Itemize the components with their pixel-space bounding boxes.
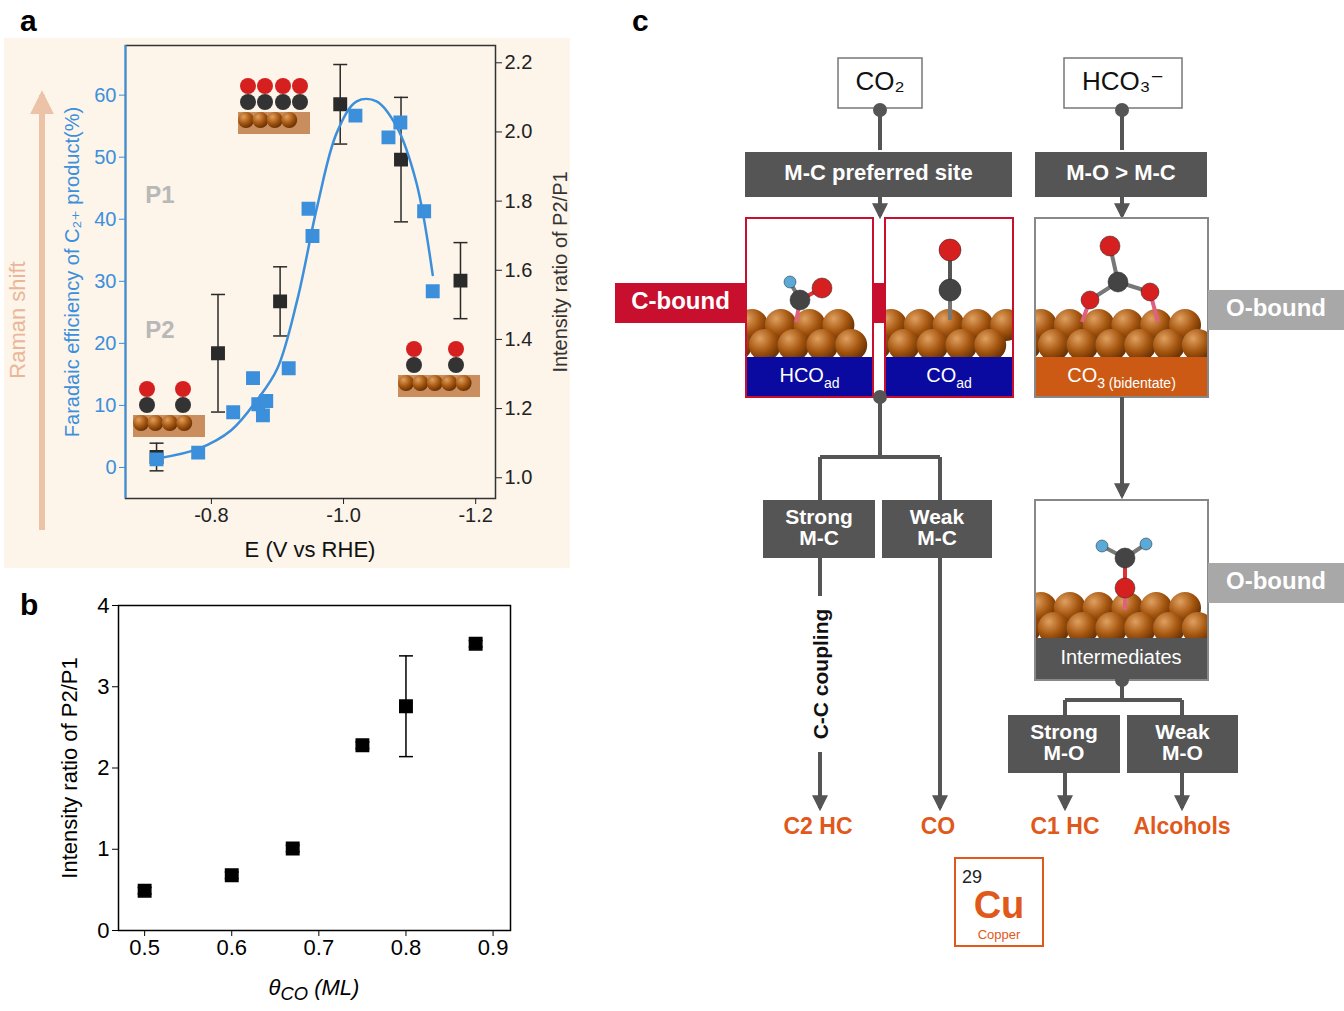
- svg-text:2: 2: [97, 755, 109, 780]
- svg-text:0.9: 0.9: [478, 935, 509, 960]
- svg-text:Intermediates: Intermediates: [1060, 646, 1181, 668]
- svg-text:30: 30: [94, 270, 116, 292]
- svg-text:0: 0: [105, 456, 116, 478]
- svg-text:-1.0: -1.0: [326, 504, 360, 526]
- svg-text:40: 40: [94, 208, 116, 230]
- svg-text:O-bound: O-bound: [1226, 294, 1326, 321]
- html-text:E (V vs RHE): E (V vs RHE): [244, 537, 376, 562]
- svg-text:CO: CO: [921, 813, 956, 839]
- svg-text:CO3 (bidentate): CO3 (bidentate): [1067, 364, 1176, 390]
- svg-text:1.8: 1.8: [505, 190, 533, 212]
- svg-text:0.6: 0.6: [216, 935, 247, 960]
- svg-text:CO₂: CO₂: [855, 66, 904, 96]
- svg-text:2.0: 2.0: [505, 120, 533, 142]
- svg-text:HCOad: HCOad: [779, 364, 839, 390]
- svg-text:HCO₃⁻: HCO₃⁻: [1082, 66, 1164, 96]
- svg-text:Weak: Weak: [1155, 720, 1210, 743]
- html-text:P2: P2: [145, 316, 175, 343]
- svg-text:0.8: 0.8: [391, 935, 422, 960]
- svg-text:Strong: Strong: [1030, 720, 1098, 743]
- svg-text:M-C preferred site: M-C preferred site: [784, 160, 972, 185]
- svg-text:0.5: 0.5: [129, 935, 160, 960]
- html-text:θCO(ML): θCO(ML): [268, 974, 360, 1005]
- svg-text:Cu: Cu: [974, 884, 1025, 926]
- svg-text:C-C coupling: C-C coupling: [809, 609, 832, 740]
- svg-text:2.2: 2.2: [505, 51, 533, 73]
- html-text:b: b: [20, 588, 39, 621]
- html-text:Raman shift: Raman shift: [5, 261, 30, 379]
- svg-text:4: 4: [97, 593, 109, 618]
- svg-text:Copper: Copper: [978, 927, 1021, 942]
- html-text:Faradaic efficiency of C₂₊ pro: Faradaic efficiency of C₂₊ product(%): [61, 106, 83, 438]
- svg-text:1.4: 1.4: [505, 328, 533, 350]
- svg-text:M-O > M-C: M-O > M-C: [1066, 160, 1175, 185]
- svg-text:O-bound: O-bound: [1226, 567, 1326, 594]
- html-text:Intensity ratio of P2/P1: Intensity ratio of P2/P1: [57, 657, 82, 879]
- html-text:c: c: [632, 4, 649, 37]
- svg-text:M-O: M-O: [1162, 741, 1203, 764]
- html-text:P1: P1: [145, 181, 175, 208]
- html-text:Intensity ratio of P2/P1: Intensity ratio of P2/P1: [548, 171, 571, 373]
- svg-text:50: 50: [94, 146, 116, 168]
- svg-text:C1 HC: C1 HC: [1030, 813, 1099, 839]
- html-text:a: a: [20, 4, 37, 37]
- svg-text:Alcohols: Alcohols: [1133, 813, 1230, 839]
- svg-text:M-C: M-C: [799, 526, 839, 549]
- svg-text:1.6: 1.6: [505, 259, 533, 281]
- svg-text:C2 HC: C2 HC: [783, 813, 852, 839]
- svg-text:1.2: 1.2: [505, 397, 533, 419]
- svg-text:60: 60: [94, 84, 116, 106]
- svg-text:Strong: Strong: [785, 505, 853, 528]
- svg-text:M-O: M-O: [1044, 741, 1085, 764]
- svg-text:10: 10: [94, 394, 116, 416]
- svg-text:0.7: 0.7: [304, 935, 335, 960]
- svg-text:0: 0: [97, 918, 109, 943]
- svg-text:Weak: Weak: [910, 505, 965, 528]
- svg-text:M-C: M-C: [917, 526, 957, 549]
- svg-text:COad: COad: [926, 364, 972, 390]
- svg-text:1: 1: [97, 836, 109, 861]
- svg-text:20: 20: [94, 332, 116, 354]
- svg-text:C-bound: C-bound: [631, 287, 730, 314]
- svg-text:29: 29: [962, 867, 982, 887]
- svg-text:-0.8: -0.8: [194, 504, 228, 526]
- svg-text:3: 3: [97, 674, 109, 699]
- svg-text:1.0: 1.0: [505, 466, 533, 488]
- svg-text:-1.2: -1.2: [458, 504, 492, 526]
